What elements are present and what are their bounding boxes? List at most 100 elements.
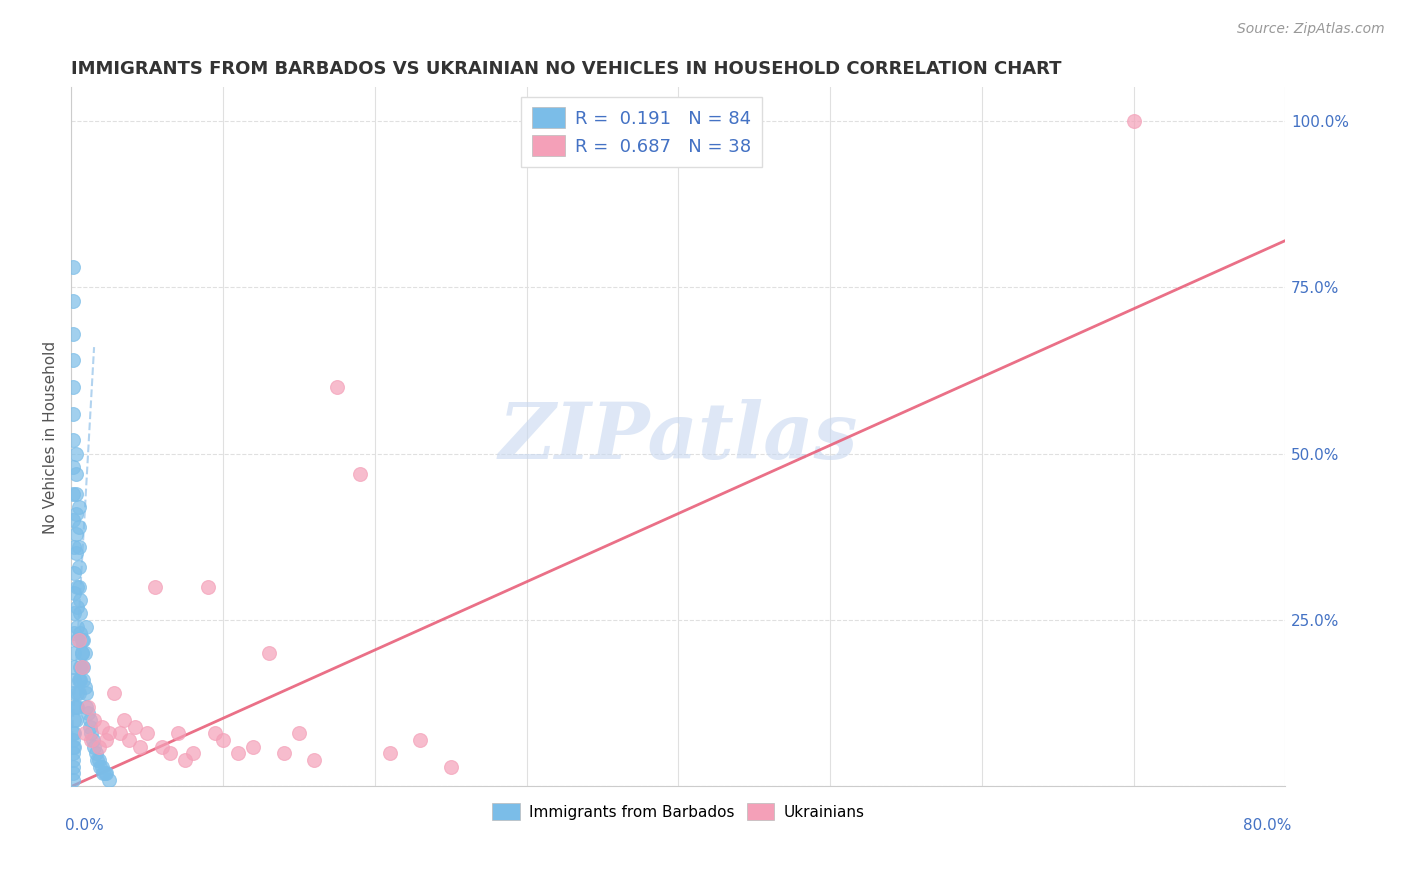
Point (273, 746, 295, 760)
Point (65, 467, 87, 481)
Point (212, 732, 235, 747)
Point (62, 326, 84, 341)
Point (65, 699, 87, 714)
Point (69, 607, 91, 621)
Point (67, 500, 90, 514)
Point (62, 380, 84, 394)
Point (181, 746, 204, 760)
Point (66, 580, 89, 594)
Point (62, 407, 84, 421)
Point (128, 739, 150, 754)
Point (63, 673, 86, 687)
Point (76, 699, 98, 714)
Point (257, 646, 280, 660)
Point (84, 746, 107, 760)
Point (90, 720, 112, 734)
Point (80, 732, 103, 747)
Point (103, 686, 125, 700)
Point (409, 732, 432, 747)
Text: 0.0%: 0.0% (65, 818, 104, 833)
Point (87, 739, 110, 754)
Point (79, 713, 101, 727)
Point (80, 726, 103, 740)
Point (143, 580, 166, 594)
Point (72, 673, 94, 687)
Point (63, 659, 86, 673)
Point (83, 713, 105, 727)
Point (63, 566, 86, 581)
Point (440, 759, 463, 773)
Point (70, 633, 93, 648)
Point (197, 580, 219, 594)
Point (66, 699, 89, 714)
Point (124, 720, 146, 734)
Point (77, 699, 100, 714)
Point (62, 766, 84, 780)
Point (89, 759, 111, 773)
Point (73, 726, 96, 740)
Point (69, 659, 91, 673)
Point (62, 486, 84, 500)
Point (67, 673, 90, 687)
Point (67, 520, 90, 534)
Point (166, 726, 188, 740)
Point (93, 766, 115, 780)
Point (65, 526, 87, 541)
Point (96, 732, 118, 747)
Point (108, 726, 131, 740)
Point (70, 646, 93, 660)
Point (1122, 113, 1144, 128)
Point (67, 559, 90, 574)
Point (63, 713, 86, 727)
Point (62, 739, 84, 754)
Point (378, 746, 401, 760)
Point (62, 726, 84, 740)
Point (70, 646, 93, 660)
Point (63, 726, 86, 740)
Point (62, 459, 84, 474)
Point (62, 746, 84, 760)
Point (174, 753, 197, 767)
Point (69, 626, 91, 640)
Point (62, 753, 84, 767)
Point (70, 659, 93, 673)
Point (226, 746, 249, 760)
Point (82, 732, 104, 747)
Point (63, 739, 86, 754)
Legend: Immigrants from Barbados, Ukrainians: Immigrants from Barbados, Ukrainians (485, 796, 872, 828)
Point (70, 659, 93, 673)
Point (65, 507, 87, 521)
Point (76, 620, 98, 634)
Point (66, 599, 89, 614)
Text: Source: ZipAtlas.com: Source: ZipAtlas.com (1237, 22, 1385, 37)
Point (66, 620, 89, 634)
Point (63, 686, 86, 700)
Point (63, 607, 86, 621)
Point (288, 726, 311, 740)
Point (204, 726, 226, 740)
Y-axis label: No Vehicles in Household: No Vehicles in Household (44, 341, 58, 533)
Point (67, 580, 90, 594)
Point (150, 739, 173, 754)
Point (63, 626, 86, 640)
Point (65, 447, 87, 461)
Point (91, 766, 114, 780)
Point (63, 586, 86, 600)
Point (73, 646, 96, 660)
Point (83, 739, 105, 754)
Point (77, 706, 100, 721)
Point (65, 713, 87, 727)
Point (65, 547, 87, 561)
Point (112, 713, 135, 727)
Point (69, 593, 91, 607)
Point (86, 753, 108, 767)
Point (67, 633, 90, 648)
Point (242, 739, 264, 754)
Point (62, 293, 84, 308)
Point (62, 759, 84, 773)
Point (96, 766, 118, 780)
Point (62, 353, 84, 368)
Point (63, 646, 86, 660)
Point (326, 380, 349, 394)
Point (62, 772, 84, 787)
